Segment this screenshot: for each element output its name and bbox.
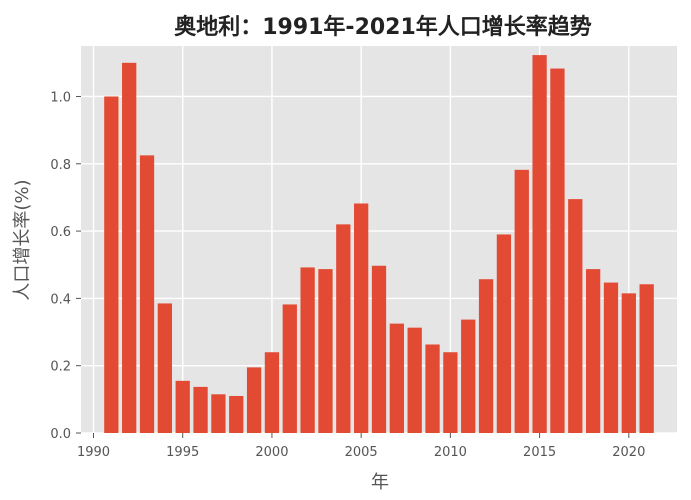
bar-2006 (371, 265, 387, 433)
bar-2005 (354, 203, 369, 433)
x-tick-label: 2000 (255, 445, 288, 460)
bar-2008 (407, 327, 422, 433)
bar-2012 (478, 279, 494, 433)
y-tick-label: 0.6 (50, 225, 71, 240)
bar-2009 (425, 344, 440, 433)
bar-1997 (211, 394, 226, 433)
bar-1992 (122, 62, 137, 434)
bar-2017 (568, 199, 583, 433)
y-tick-label: 0.0 (50, 427, 71, 442)
bar-2019 (603, 282, 619, 433)
bar-1993 (139, 155, 155, 433)
x-tick-label: 2010 (434, 445, 467, 460)
x-tick-label: 1995 (166, 445, 199, 460)
bar-1994 (157, 303, 173, 433)
bar-1996 (193, 386, 208, 433)
y-axis-ticks: 0.0 0.2 0.4 0.6 0.8 1.0 (50, 90, 81, 442)
y-tick-label: 0.8 (50, 158, 71, 173)
x-tick-label: 2020 (612, 445, 645, 460)
bar-2003 (318, 269, 333, 433)
bar-2004 (336, 224, 351, 433)
x-axis-label: 年 (371, 472, 389, 493)
x-tick-label: 1990 (77, 445, 110, 460)
bar-2011 (461, 319, 476, 433)
bar-2000 (264, 352, 280, 433)
bar-1991 (104, 96, 119, 433)
bar-series (104, 55, 654, 434)
bar-2013 (496, 234, 512, 433)
bar-2016 (550, 68, 565, 433)
y-tick-label: 0.4 (50, 292, 71, 307)
bar-2018 (585, 269, 601, 433)
y-axis-label: 人口增长率(%) (12, 179, 33, 300)
bar-2014 (514, 169, 529, 433)
chart-title: 奥地利：1991年-2021年人口增长率趋势 (174, 14, 592, 40)
bar-1995 (175, 380, 190, 433)
bar-2015 (532, 55, 547, 433)
bar-2021 (639, 284, 654, 433)
bar-2001 (282, 304, 297, 433)
y-tick-label: 0.2 (50, 360, 71, 375)
bar-2007 (389, 323, 404, 433)
y-tick-label: 1.0 (50, 90, 71, 105)
bar-2010 (443, 352, 458, 433)
bar-1998 (229, 395, 244, 433)
x-axis-ticks: 1990 1995 2000 2005 2010 2015 2020 (77, 433, 645, 460)
x-tick-label: 2005 (345, 445, 378, 460)
bar-2002 (300, 267, 315, 433)
bar-1999 (246, 367, 262, 433)
bar-2020 (621, 293, 636, 433)
x-tick-label: 2015 (523, 445, 556, 460)
